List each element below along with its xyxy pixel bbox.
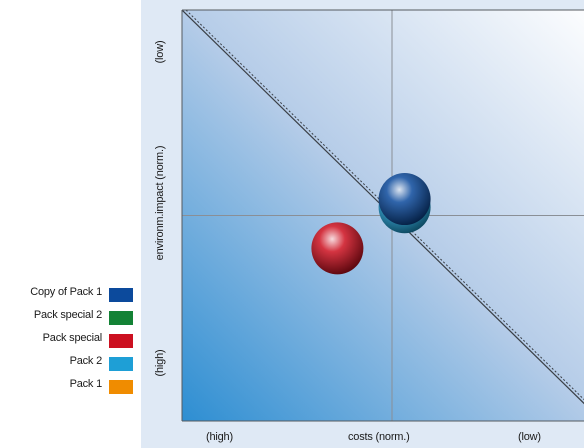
legend-label: Pack 2 [69, 355, 103, 367]
legend-swatch [109, 380, 133, 394]
y-tick-label-high: (high) [154, 349, 166, 377]
legend-label: Copy of Pack 1 [30, 286, 102, 298]
legend-label: Pack 1 [69, 378, 103, 390]
legend-swatch [109, 311, 133, 325]
legend-item[interactable]: Pack 1 [0, 372, 140, 395]
legend-swatch [109, 334, 133, 348]
legend-item[interactable]: Copy of Pack 1 [0, 280, 140, 303]
legend-swatch [109, 357, 133, 371]
data-point [311, 222, 364, 275]
legend-swatch [109, 288, 133, 302]
legend-item[interactable]: Pack 2 [0, 349, 140, 372]
x-tick-label-low: (low) [518, 431, 541, 443]
legend-label: Pack special 2 [33, 309, 102, 321]
y-axis-label: environm.impact (norm.) [154, 145, 166, 261]
legend-item[interactable]: Pack special 2 [0, 303, 140, 326]
legend: Copy of Pack 1 Pack special 2 Pack speci… [0, 280, 140, 395]
data-point [378, 173, 431, 226]
legend-label: Pack special [42, 332, 103, 344]
x-axis-label: costs (norm.) [348, 431, 410, 443]
legend-item[interactable]: Pack special [0, 326, 140, 349]
y-tick-label-low: (low) [154, 40, 166, 64]
x-tick-label-high: (high) [206, 431, 233, 443]
